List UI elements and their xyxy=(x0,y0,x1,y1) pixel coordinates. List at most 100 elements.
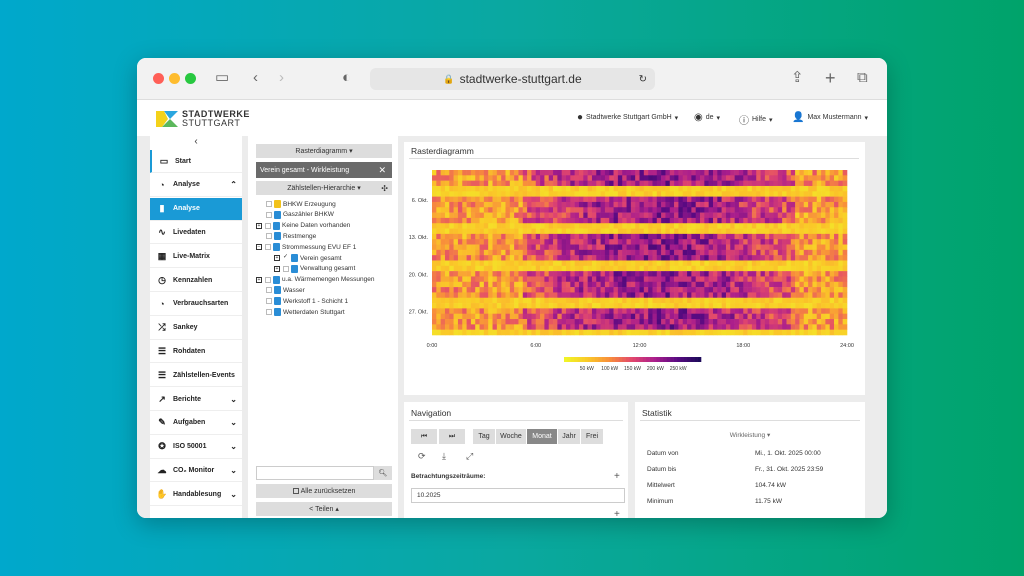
reset-all-button[interactable]: Alle zurücksetzen xyxy=(256,484,392,498)
sidebar-toggle-icon[interactable]: ▭ xyxy=(215,69,230,86)
close-icon[interactable]: ✕ xyxy=(378,164,386,175)
tree-node[interactable]: + u.a. Wärmemengen Messungen xyxy=(256,275,375,285)
expand-node-icon[interactable]: + xyxy=(274,255,280,261)
tabs-overview-icon[interactable]: ⧉ xyxy=(857,69,868,86)
sidebar-item-10[interactable]: ↗ Berichte ⌄ xyxy=(150,388,242,411)
heatmap-cell xyxy=(674,329,679,336)
maximize-window-button[interactable] xyxy=(185,73,196,84)
heatmap-cell xyxy=(678,260,684,267)
expand-node-icon[interactable]: + xyxy=(274,265,280,272)
tab-3[interactable]: Jahr xyxy=(558,429,580,444)
heatmap-cell xyxy=(617,292,623,299)
heatmap-cell xyxy=(708,185,714,192)
chevron-up-icon[interactable]: ⌃ xyxy=(230,180,237,190)
tree-node[interactable]: Wetterdaten Stuttgart xyxy=(266,307,345,317)
collapse-node-icon[interactable]: − xyxy=(256,244,262,251)
next-period-button[interactable]: ⏭ xyxy=(439,429,465,444)
company-selector[interactable]: ● Stadtwerke Stuttgart GmbH ▾ xyxy=(577,112,678,123)
heatmap-cell xyxy=(561,313,567,320)
back-icon[interactable]: ‹ xyxy=(253,69,258,86)
tree-checkbox[interactable] xyxy=(266,211,272,218)
tree-checkbox[interactable] xyxy=(265,222,271,229)
language-selector[interactable]: ◉ de ▾ xyxy=(694,112,720,123)
chevron-down-icon[interactable]: ⌄ xyxy=(230,418,237,428)
add-period-icon[interactable]: + xyxy=(614,509,620,518)
tree-node[interactable]: Werkstoff 1 - Schicht 1 xyxy=(266,296,348,306)
share-icon[interactable]: ⇪ xyxy=(791,69,804,86)
sidebar-item-7[interactable]: ⤮ Sankey xyxy=(150,317,242,340)
tree-checkbox[interactable] xyxy=(265,276,271,283)
tree-checkbox[interactable] xyxy=(266,201,272,207)
tree-checkbox[interactable]: ✓ xyxy=(283,254,289,260)
tree-node[interactable]: + Verwaltung gesamt xyxy=(274,264,355,274)
tree-node[interactable]: Restmenge xyxy=(266,231,316,241)
tree-checkbox[interactable] xyxy=(266,287,272,294)
tree-node[interactable]: BHKW Erzeugung xyxy=(266,199,336,209)
sidebar-item-14[interactable]: ✋ Handablesung ⌄ xyxy=(150,483,242,507)
sidebar-item-4[interactable]: ▦ Live-Matrix xyxy=(150,245,242,269)
sidebar-item-3[interactable]: ∿ Livedaten xyxy=(150,221,242,245)
collapse-sidebar-icon[interactable]: ‹ xyxy=(194,136,198,147)
tree-checkbox[interactable] xyxy=(266,309,272,315)
sidebar-item-0[interactable]: ▭ Start xyxy=(150,150,242,173)
first-period-button[interactable]: ⏮ xyxy=(411,429,437,444)
chevron-down-icon[interactable]: ⌄ xyxy=(230,465,237,475)
tab-0[interactable]: Tag xyxy=(473,429,495,444)
sidebar-item-12[interactable]: ✪ ISO 50001 ⌄ xyxy=(150,436,242,459)
expand-node-icon[interactable]: + xyxy=(256,222,262,229)
colorbar-segment xyxy=(594,357,599,362)
tree-node[interactable]: Gaszähler BHKW xyxy=(266,210,334,220)
expand-node-icon[interactable]: + xyxy=(256,276,262,283)
tree-node-label: Keine Daten vorhanden xyxy=(282,222,351,230)
tree-checkbox[interactable] xyxy=(266,298,272,305)
heatmap-cell xyxy=(730,191,735,197)
user-menu[interactable]: 👤 Max Mustermann ▾ xyxy=(792,112,868,123)
shield-icon[interactable]: ◐ xyxy=(342,69,352,86)
sidebar-item-11[interactable]: ✎ Aufgaben ⌄ xyxy=(150,412,242,435)
refresh-icon[interactable]: ⟳ xyxy=(418,451,426,461)
rasterdiagramm-dropdown[interactable]: Rasterdiagramm ▾ xyxy=(256,144,392,158)
chevron-down-icon[interactable]: ⌄ xyxy=(230,442,237,452)
sidebar-item-2[interactable]: ▮ Analyse xyxy=(150,197,242,221)
search-input[interactable] xyxy=(256,466,374,480)
forward-icon[interactable]: › xyxy=(279,69,284,86)
minimize-window-button[interactable] xyxy=(169,73,180,84)
search-button[interactable]: 🔍︎ xyxy=(374,466,392,480)
tab-4[interactable]: Frei xyxy=(581,429,603,444)
tree-checkbox[interactable] xyxy=(283,265,289,272)
tree-checkbox[interactable] xyxy=(266,233,272,240)
tree-node[interactable]: Wasser xyxy=(266,285,305,295)
heatmap-cell xyxy=(604,287,610,293)
tab-2[interactable]: Monat xyxy=(527,429,557,444)
new-tab-icon[interactable]: + xyxy=(825,68,836,88)
sidebar-item-1[interactable]: ◔ Analyse ⌃ xyxy=(150,174,242,197)
sidebar-item-9[interactable]: ☰ Zählstellen-Events xyxy=(150,364,242,388)
period-input[interactable]: 10.2025 xyxy=(411,488,625,503)
hierarchy-dropdown[interactable]: Zählstellen-Hierarchie ▾ ✣ xyxy=(256,181,392,195)
help-menu[interactable]: ⓘ Hilfe ▾ xyxy=(739,112,773,127)
chevron-down-icon[interactable]: ⌄ xyxy=(230,489,237,499)
add-period-icon[interactable]: + xyxy=(614,471,620,482)
fullscreen-icon[interactable]: ⤢ xyxy=(466,451,474,461)
download-icon[interactable]: ⤓ xyxy=(442,451,446,461)
company-logo[interactable]: STADTWERKE STUTTGART xyxy=(156,110,250,128)
share-dropdown[interactable]: < Teilen ▴ xyxy=(256,502,392,516)
tree-checkbox[interactable] xyxy=(265,244,271,251)
selected-meter-chip[interactable]: Verein gesamt - Wirkleistung ✕ xyxy=(256,162,392,178)
sidebar-item-6[interactable]: ◔ Verbrauchsarten xyxy=(150,293,242,316)
sidebar-item-13[interactable]: ☁ CO₂ Monitor ⌄ xyxy=(150,459,242,483)
reload-icon[interactable]: ↻ xyxy=(638,73,647,85)
statistics-metric-dropdown[interactable]: Wirkleistung ▾ xyxy=(729,432,771,439)
tree-node[interactable]: + ✓ Verein gesamt xyxy=(274,253,342,263)
tab-1[interactable]: Woche xyxy=(496,429,526,444)
heatmap-chart[interactable]: 6. Okt.13. Okt.20. Okt.27. Okt.0:00 6:00 1… xyxy=(404,160,865,390)
sidebar-item-5[interactable]: ◷ Kennzahlen xyxy=(150,269,242,292)
address-bar[interactable]: 🔒 stadtwerke-stuttgart.de ↻ xyxy=(370,68,655,90)
sidebar-item-8[interactable]: ☰ Rohdaten xyxy=(150,340,242,364)
heatmap-cell xyxy=(617,223,623,229)
tree-node[interactable]: + Keine Daten vorhanden xyxy=(256,221,350,231)
tree-node[interactable]: − Strommessung EVU EF 1 xyxy=(256,242,356,252)
chevron-down-icon[interactable]: ⌄ xyxy=(230,394,237,404)
expand-icon[interactable]: ✣ xyxy=(381,183,388,193)
close-window-button[interactable] xyxy=(153,73,164,84)
